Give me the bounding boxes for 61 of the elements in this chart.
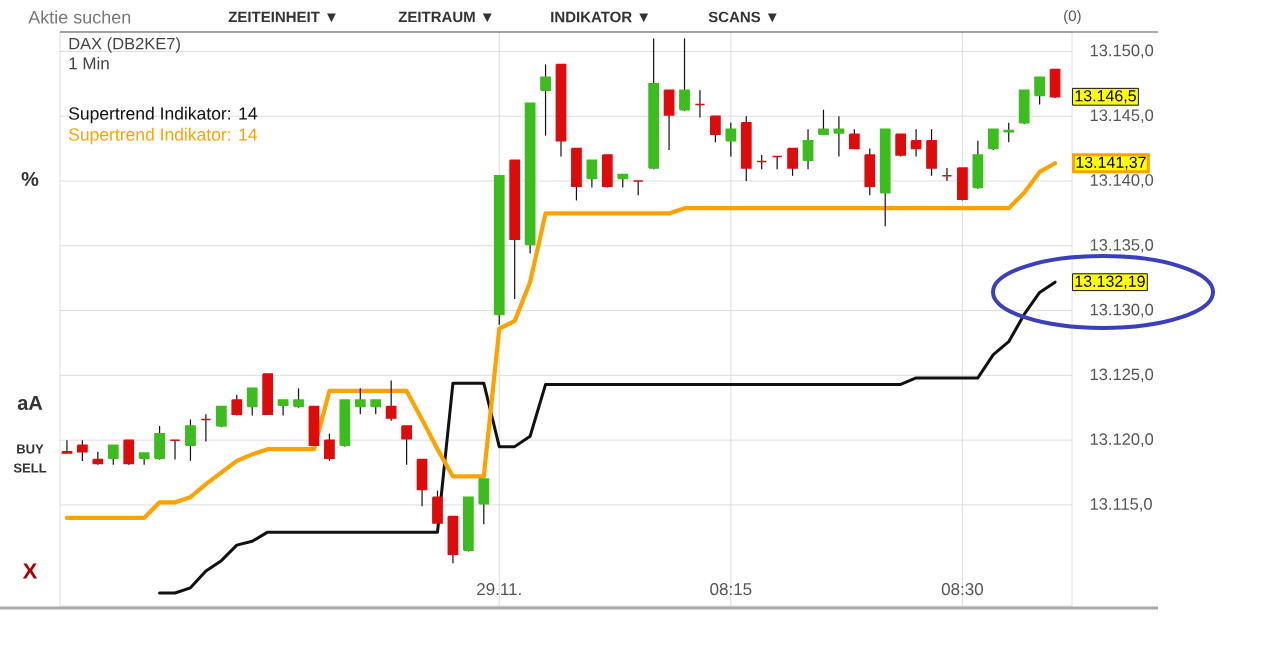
candlestick [123,439,135,466]
y-tick-label: 13.145,0 [1090,109,1154,124]
text: % [21,171,39,187]
candlestick [802,128,814,170]
candlestick [231,394,243,417]
candlestick [710,115,721,143]
y-tick-label: 13.120,0 [1090,433,1154,447]
candlestick [1034,76,1045,106]
y-tick-label: 13.150,0 [1090,44,1154,59]
chart-title: DAX (DB2KE7) [69,37,180,53]
candlestick [61,439,73,454]
text: (0) [1064,10,1081,24]
candlestick [1003,122,1015,143]
candlestick [586,159,598,189]
candlestick [787,147,798,177]
y-tick-label: 13.140,0 [1090,174,1154,188]
text: INDIKATOR ▼ [551,11,649,23]
text: Supertrend Indikator: 14 [69,127,258,145]
candlestick [910,128,922,157]
candlestick [987,128,999,151]
text: ZEITRAUM ▼ [398,11,492,23]
text: SCANS ▼ [708,11,777,23]
x-tick-label: 08:30 [941,583,984,596]
y-tick-label: 13.125,0 [1090,368,1154,383]
candlestick [277,399,289,417]
text: BUY [17,444,44,454]
candlestick [77,439,88,462]
candlestick [169,439,181,461]
data-label: 13.132,19 [1075,275,1145,289]
candlestick [324,433,335,462]
candlestick [200,413,212,443]
candlestick [107,444,119,466]
candlestick [941,167,953,182]
text: Supertrend Indikator: 14 [69,106,258,124]
candlestick [694,89,706,119]
candlestick [771,155,783,170]
text: aA [17,396,43,410]
y-tick-label: 13.130,0 [1090,303,1154,318]
y-tick-label: 13.135,0 [1090,238,1154,253]
candlestick [354,387,366,415]
text: X [22,563,38,579]
data-label: 13.141,37 [1076,156,1146,170]
candlestick [848,128,860,150]
text: SELL [13,463,47,473]
candlestick [833,115,845,157]
candlestick [185,418,196,462]
candlestick [385,379,397,422]
candlestick [401,425,412,466]
text: ZEITEINHEIT ▼ [228,11,336,23]
x-tick-label: 08:15 [710,583,752,596]
candlestick [725,122,737,157]
candlestick [679,37,690,112]
y-tick-label: 13.115,0 [1090,498,1152,512]
text: 13.146,5 [1075,90,1136,104]
text: 1 Min [69,56,109,70]
candlestick [540,63,551,137]
candlestick [246,387,258,417]
x-tick-label: 29.11. [477,583,521,596]
candlestick [818,109,829,136]
text: Aktie suchen [28,10,131,24]
candlestick [293,387,304,409]
